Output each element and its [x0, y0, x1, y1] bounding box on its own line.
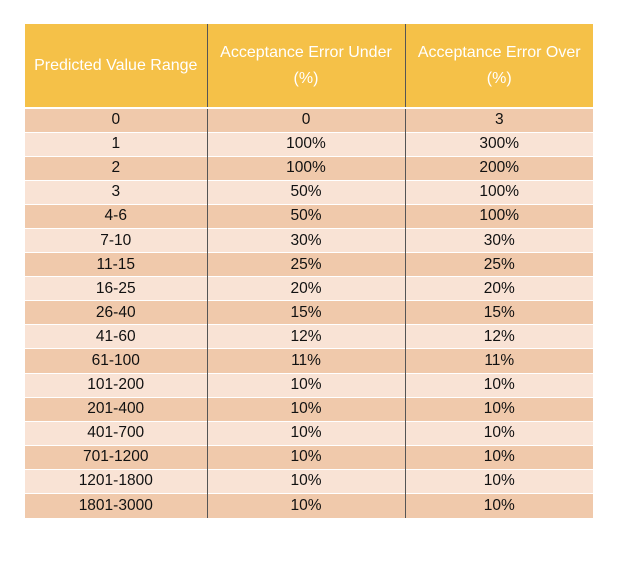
- error-under-cell: 10%: [206, 420, 405, 446]
- error-under-cell: 15%: [206, 300, 405, 325]
- table-row: 7-10 30% 30%: [25, 227, 593, 253]
- error-over-cell: 11%: [404, 348, 593, 374]
- error-under-cell: 11%: [206, 348, 405, 374]
- table-row: 201-400 10% 10%: [25, 396, 593, 422]
- error-under-cell: 30%: [206, 227, 405, 253]
- range-cell: 101-200: [25, 372, 207, 398]
- error-over-cell: 300%: [404, 131, 593, 157]
- error-under-cell: 20%: [206, 276, 405, 301]
- error-over-cell: 10%: [404, 372, 593, 398]
- error-over-cell: 20%: [404, 276, 593, 301]
- error-under-cell: 50%: [206, 179, 405, 205]
- error-over-cell: 10%: [404, 396, 593, 422]
- table-row: 4-6 50% 100%: [25, 203, 593, 229]
- error-over-cell: 15%: [404, 300, 593, 325]
- range-cell: 1: [25, 131, 207, 157]
- error-over-cell: 10%: [404, 444, 593, 470]
- error-under-cell: 50%: [206, 203, 405, 229]
- range-cell: 1201-1800: [25, 468, 207, 494]
- header-acceptance-error-over: Acceptance Error Over (%): [404, 24, 593, 109]
- error-under-cell: 0: [206, 107, 405, 133]
- error-under-cell: 10%: [206, 372, 405, 398]
- table-row: 101-200 10% 10%: [25, 372, 593, 398]
- error-under-cell: 10%: [206, 468, 405, 494]
- range-cell: 7-10: [25, 227, 207, 253]
- error-under-cell: 25%: [206, 252, 405, 277]
- error-over-cell: 25%: [404, 252, 593, 277]
- error-over-cell: 10%: [404, 420, 593, 446]
- range-cell: 4-6: [25, 203, 207, 229]
- table-row: 26-40 15% 15%: [25, 300, 593, 325]
- table-body: 0 0 3 1 100% 300% 2 100% 200% 3 50% 100% 4-6 50% 100% 7…: [25, 107, 593, 518]
- range-cell: 1801-3000: [25, 492, 207, 518]
- range-cell: 61-100: [25, 348, 207, 374]
- table-row: 401-700 10% 10%: [25, 420, 593, 446]
- acceptance-error-table-container: Predicted Value Range Acceptance Error U…: [25, 24, 593, 518]
- error-under-cell: 100%: [206, 155, 405, 181]
- error-over-cell: 30%: [404, 227, 593, 253]
- error-under-cell: 10%: [206, 444, 405, 470]
- table-row: 2 100% 200%: [25, 155, 593, 181]
- table-row: 1201-1800 10% 10%: [25, 468, 593, 494]
- range-cell: 11-15: [25, 252, 207, 277]
- error-under-cell: 10%: [206, 492, 405, 518]
- range-cell: 3: [25, 179, 207, 205]
- header-acceptance-error-under: Acceptance Error Under (%): [206, 24, 405, 109]
- error-over-cell: 100%: [404, 179, 593, 205]
- table-row: 1801-3000 10% 10%: [25, 492, 593, 518]
- error-under-cell: 100%: [206, 131, 405, 157]
- range-cell: 26-40: [25, 300, 207, 325]
- error-over-cell: 3: [404, 107, 593, 133]
- error-under-cell: 12%: [206, 324, 405, 349]
- range-cell: 0: [25, 107, 207, 133]
- error-over-cell: 200%: [404, 155, 593, 181]
- table-header-row: Predicted Value Range Acceptance Error U…: [25, 24, 593, 109]
- range-cell: 201-400: [25, 396, 207, 422]
- range-cell: 2: [25, 155, 207, 181]
- range-cell: 41-60: [25, 324, 207, 349]
- acceptance-error-table: Predicted Value Range Acceptance Error U…: [25, 24, 593, 518]
- error-over-cell: 10%: [404, 492, 593, 518]
- table-row: 41-60 12% 12%: [25, 324, 593, 349]
- table-row: 16-25 20% 20%: [25, 276, 593, 301]
- error-over-cell: 100%: [404, 203, 593, 229]
- error-under-cell: 10%: [206, 396, 405, 422]
- table-row: 61-100 11% 11%: [25, 348, 593, 374]
- error-over-cell: 10%: [404, 468, 593, 494]
- table-row: 3 50% 100%: [25, 179, 593, 205]
- range-cell: 16-25: [25, 276, 207, 301]
- range-cell: 401-700: [25, 420, 207, 446]
- table-row: 701-1200 10% 10%: [25, 444, 593, 470]
- range-cell: 701-1200: [25, 444, 207, 470]
- table-row: 1 100% 300%: [25, 131, 593, 157]
- table-row: 11-15 25% 25%: [25, 252, 593, 277]
- header-predicted-value-range: Predicted Value Range: [25, 24, 207, 109]
- error-over-cell: 12%: [404, 324, 593, 349]
